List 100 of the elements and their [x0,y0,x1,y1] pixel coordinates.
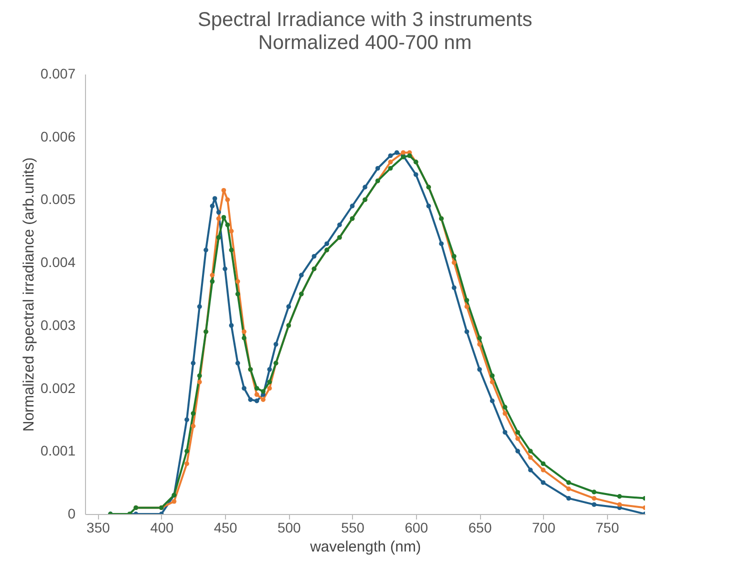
point [477,336,482,340]
point [477,342,482,347]
x-tick-label: 550 [341,520,365,536]
point [216,216,221,221]
point [242,336,246,340]
point [394,150,400,155]
point [235,292,240,296]
y-tick-label: 0.002 [40,380,76,396]
point [229,323,234,328]
point [566,480,571,485]
point [212,196,218,201]
point [477,367,482,372]
point [502,404,508,410]
point [216,235,221,240]
point [502,430,508,435]
x-tick-label: 700 [532,520,556,536]
point [225,197,230,202]
point [540,480,546,485]
point [592,496,596,501]
point [407,153,412,158]
x-tick-label: 600 [404,520,428,536]
point [184,461,190,466]
point [617,502,622,507]
chart-subtitle: Normalized 400-700 nm [258,32,472,54]
point [452,254,456,259]
point [267,380,272,384]
point [197,304,202,309]
point [540,468,546,472]
point [490,398,495,404]
point [490,380,495,384]
point [388,153,393,158]
point [184,448,190,454]
x-tick-label: 500 [277,520,302,536]
point [221,188,226,193]
point [464,298,470,303]
point [350,204,355,208]
point [414,172,418,177]
point [242,386,246,391]
point [540,461,546,466]
x-axis-title: wavelength (nm) [309,538,421,556]
point [274,342,278,347]
point [260,389,266,394]
point [210,272,215,278]
y-axis-title: Normalized spectral irradiance (arb.units) [20,157,38,432]
point [324,241,330,246]
point [254,386,260,391]
point [515,436,520,441]
point [528,468,533,472]
point [254,398,260,404]
x-tick-label: 450 [214,520,238,536]
point [388,160,393,164]
point [204,248,208,252]
point [337,222,342,228]
point [286,304,291,309]
point [439,241,444,246]
point [260,397,266,402]
point [222,266,228,272]
point [254,392,260,397]
chart-title: Spectral Irradiance with 3 instruments [198,9,532,31]
point [225,222,230,228]
point [566,486,571,492]
point [515,448,520,454]
point [490,373,495,378]
point [400,150,406,155]
y-tick-label: 0.007 [40,66,76,82]
x-tick-label: 400 [150,520,174,536]
point [528,448,533,454]
point [229,228,234,234]
y-tick-label: 0.001 [40,442,76,459]
point [464,329,470,334]
point [452,260,456,265]
point [184,417,190,422]
point [172,499,176,504]
x-tick-label: 650 [468,520,492,536]
point [566,496,571,501]
point [528,455,533,460]
point [426,204,431,208]
point [299,272,304,278]
point [242,329,246,334]
point [190,411,196,416]
x-tick-label: 350 [86,520,110,536]
point [502,411,508,416]
y-tick-label: 0.005 [40,191,76,208]
point [190,424,196,428]
point [617,494,622,499]
point [452,285,456,290]
point [592,490,596,494]
point [592,502,596,507]
point [229,248,234,252]
y-tick-label: 0.004 [40,254,76,270]
point [312,254,316,259]
point [190,360,196,366]
point [210,279,215,284]
point [216,210,221,215]
x-tick-label: 750 [596,520,620,536]
y-tick-label: 0 [68,506,76,522]
point [375,166,380,171]
point [197,373,202,378]
point [464,304,470,309]
y-tick-label: 0.003 [40,316,76,333]
